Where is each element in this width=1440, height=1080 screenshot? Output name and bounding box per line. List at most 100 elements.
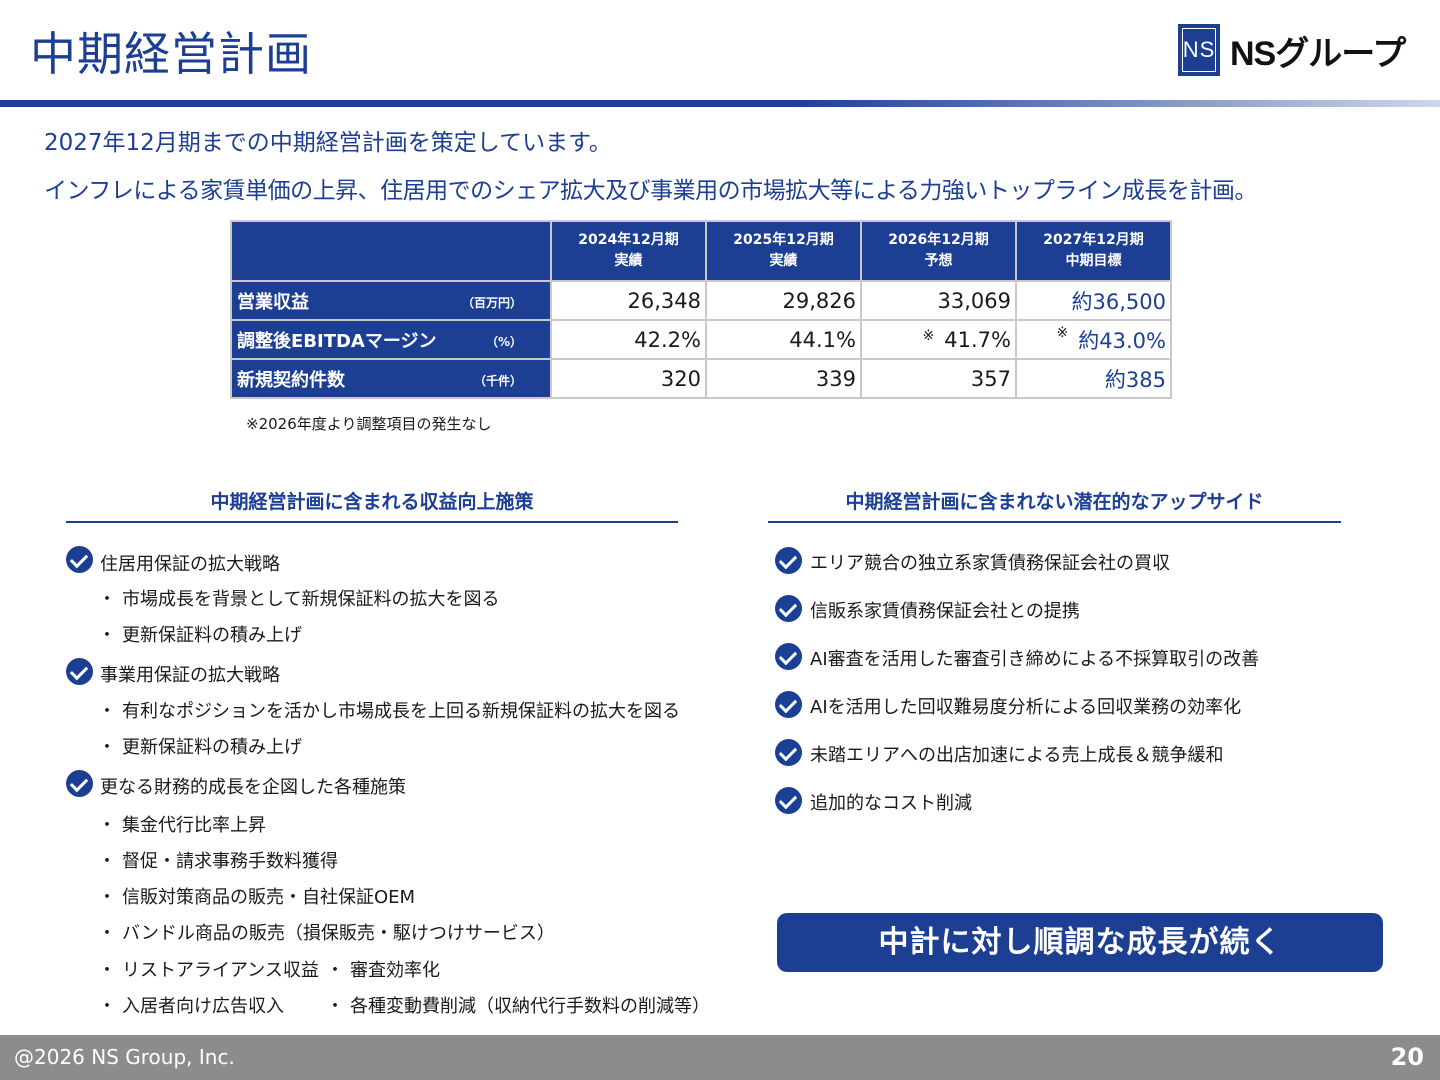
check-circle-icon — [775, 739, 802, 766]
column-header-period: 2025年12月期 — [733, 232, 834, 248]
table-cell: 42.2% — [550, 319, 707, 360]
page-title: 中期経営計画 — [30, 27, 312, 81]
bullet-icon: ・ — [98, 625, 116, 646]
table-cell: 320 — [550, 358, 707, 399]
upside-item: AIを活用した回収難易度分析による回収業務の効率化 — [810, 697, 1242, 718]
title-divider — [0, 100, 1440, 107]
list-item: 市場成長を背景として新規保証料の拡大を図る — [122, 589, 500, 610]
row-header: 新規契約件数 （千件） — [230, 358, 552, 399]
bullet-icon: ・ — [98, 701, 116, 722]
group-title: 事業用保証の拡大戦略 — [100, 665, 280, 686]
footer-bar: @2026 NS Group, Inc. 20 — [0, 1035, 1440, 1080]
bullet-icon: ・ — [98, 737, 116, 758]
lead-line-1: 2027年12月期までの中期経営計画を策定しています。 — [44, 130, 612, 156]
table-corner-cell — [230, 220, 552, 282]
copyright-text: @2026 NS Group, Inc. — [14, 1045, 235, 1069]
list-item: バンドル商品の販売（損保販売・駆けつけサービス） — [122, 923, 555, 944]
table-row-revenue: 営業収益 （百万円） 26,348 29,826 33,069 約36,500 — [230, 280, 1172, 321]
right-section-rule — [768, 521, 1341, 523]
bullet-icon: ・ — [98, 589, 116, 610]
column-header-2024: 2024年12月期 実績 — [550, 220, 707, 282]
bullet-icon: ・ — [326, 960, 344, 981]
row-label: 営業収益 — [237, 291, 309, 313]
check-circle-icon — [66, 658, 93, 685]
logo-mark-icon: NS — [1178, 24, 1220, 76]
table-footnote: ※2026年度より調整項目の発生なし — [246, 415, 492, 433]
kpi-table: 2024年12月期 実績 2025年12月期 実績 2026年12月期 予想 2027… — [230, 220, 1172, 399]
check-circle-icon — [775, 691, 802, 718]
list-item: 更新保証料の積み上げ — [122, 625, 302, 646]
table-cell: 33,069 — [860, 280, 1017, 321]
table-row-new-contracts: 新規契約件数 （千件） 320 339 357 約385 — [230, 358, 1172, 399]
group-title: 住居用保証の拡大戦略 — [100, 554, 280, 575]
row-label: 調整後EBITDAマージン — [237, 330, 437, 352]
row-header: 調整後EBITDAマージン （%） — [230, 319, 552, 360]
list-item: 入居者向け広告収入 — [122, 996, 284, 1017]
row-unit: （百万円） — [461, 296, 522, 310]
column-header-kind: 実績 — [769, 253, 798, 269]
lead-line-2: インフレによる家賃単価の上昇、住居用でのシェア拡大及び事業用の市場拡大等による力… — [44, 178, 1257, 204]
check-circle-icon — [775, 595, 802, 622]
row-unit: （千件） — [473, 374, 522, 388]
table-cell: 26,348 — [550, 280, 707, 321]
logo-mark-text: NS — [1182, 37, 1216, 62]
column-header-kind: 予想 — [924, 253, 953, 269]
upside-item: 追加的なコスト削減 — [810, 793, 972, 814]
upside-item: エリア競合の独立系家賃債務保証会社の買収 — [810, 553, 1170, 574]
column-header-2025: 2025年12月期 実績 — [705, 220, 862, 282]
list-item: 各種変動費削減（収納代行手数料の削減等） — [350, 996, 710, 1017]
check-circle-icon — [66, 546, 93, 573]
list-item: 督促・請求事務手数料獲得 — [122, 851, 338, 872]
upside-item: 未踏エリアへの出店加速による売上成長＆競争緩和 — [810, 745, 1224, 766]
list-item: 有利なポジションを活かし市場成長を上回る新規保証料の拡大を図る — [122, 701, 680, 722]
group-title: 更なる財務的成長を企図した各種施策 — [100, 777, 406, 798]
table-cell: 29,826 — [705, 280, 862, 321]
row-label: 新規契約件数 — [237, 369, 345, 391]
left-section-rule — [66, 521, 678, 523]
list-item: 審査効率化 — [350, 960, 440, 981]
column-header-period: 2027年12月期 — [1043, 232, 1144, 248]
check-circle-icon — [775, 547, 802, 574]
bullet-icon: ・ — [98, 996, 116, 1017]
company-logo: NS NSグループ — [1178, 24, 1406, 76]
row-unit: （%） — [485, 335, 522, 349]
conclusion-banner: 中計に対し順調な成長が続く — [777, 913, 1383, 972]
table-row-ebitda-margin: 調整後EBITDAマージン （%） 42.2% 44.1% ※ 41.7% ※ 約43… — [230, 319, 1172, 360]
list-item: リストアライアンス収益 — [122, 960, 319, 981]
upside-item: 信販系家賃債務保証会社との提携 — [810, 601, 1080, 622]
left-section-heading: 中期経営計画に含まれる収益向上施策 — [210, 491, 534, 513]
check-circle-icon — [775, 787, 802, 814]
bullet-icon: ・ — [98, 887, 116, 908]
bullet-icon: ・ — [98, 923, 116, 944]
table-cell-target: 約385 — [1015, 358, 1172, 399]
upside-item: AI審査を活用した審査引き締めによる不採算取引の改善 — [810, 649, 1260, 670]
table-cell: ※ 41.7% — [860, 319, 1017, 360]
column-header-period: 2024年12月期 — [578, 232, 679, 248]
column-header-kind: 中期目標 — [1065, 253, 1122, 269]
row-header: 営業収益 （百万円） — [230, 280, 552, 321]
cell-value: 約43.0% — [1078, 328, 1166, 353]
bullet-icon: ・ — [98, 960, 116, 981]
bullet-icon: ・ — [98, 815, 116, 836]
table-cell-target: 約36,500 — [1015, 280, 1172, 321]
logo-text: NSグループ — [1230, 34, 1406, 73]
note-mark: ※ — [922, 327, 935, 344]
list-item: 集金代行比率上昇 — [122, 815, 266, 836]
bullet-icon: ・ — [326, 996, 344, 1017]
table-cell-target: ※ 約43.0% — [1015, 319, 1172, 360]
right-section-heading: 中期経営計画に含まれない潜在的なアップサイド — [845, 491, 1264, 513]
check-circle-icon — [775, 643, 802, 670]
cell-value: 41.7% — [944, 327, 1011, 352]
page-number: 20 — [1390, 1043, 1424, 1071]
list-item: 更新保証料の積み上げ — [122, 737, 302, 758]
column-header-2027: 2027年12月期 中期目標 — [1015, 220, 1172, 282]
table-cell: 357 — [860, 358, 1017, 399]
column-header-2026: 2026年12月期 予想 — [860, 220, 1017, 282]
bullet-icon: ・ — [98, 851, 116, 872]
note-mark: ※ — [1056, 324, 1069, 341]
table-cell: 339 — [705, 358, 862, 399]
check-circle-icon — [66, 770, 93, 797]
column-header-kind: 実績 — [614, 253, 643, 269]
list-item: 信販対策商品の販売・自社保証OEM — [122, 887, 416, 908]
table-cell: 44.1% — [705, 319, 862, 360]
